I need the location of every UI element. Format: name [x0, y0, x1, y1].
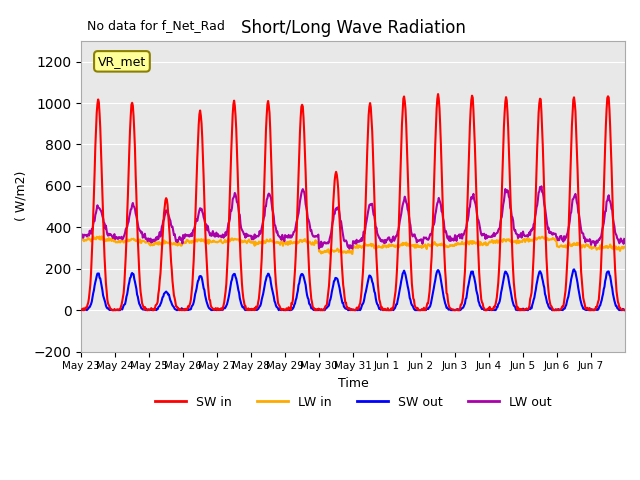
SW out	[440, 294, 447, 300]
LW in	[410, 242, 418, 248]
SW out	[620, 307, 628, 313]
SW out	[78, 307, 86, 313]
SW out	[269, 288, 276, 293]
LW in	[289, 240, 297, 246]
SW out	[241, 307, 249, 313]
Line: SW out: SW out	[81, 269, 624, 310]
Line: SW in: SW in	[81, 94, 624, 310]
SW in	[410, 296, 417, 301]
LW out	[268, 201, 275, 206]
Text: No data for f_Net_Rad: No data for f_Net_Rad	[86, 19, 225, 32]
SW in	[78, 307, 86, 313]
Line: LW out: LW out	[81, 186, 624, 249]
LW in	[269, 238, 276, 244]
Line: LW in: LW in	[81, 236, 624, 254]
SW in	[620, 307, 628, 313]
LW out	[289, 233, 296, 239]
LW out	[141, 231, 148, 237]
LW out	[538, 183, 545, 189]
SW in	[434, 91, 442, 97]
SW out	[410, 304, 417, 310]
SW in	[77, 307, 85, 312]
LW in	[349, 251, 356, 257]
SW out	[570, 266, 578, 272]
LW in	[141, 240, 149, 246]
LW in	[241, 239, 249, 244]
SW in	[440, 252, 448, 258]
SW in	[289, 297, 297, 302]
LW out	[440, 218, 447, 224]
LW out	[410, 233, 417, 239]
Y-axis label: ( W/m2): ( W/m2)	[15, 171, 28, 221]
SW in	[269, 192, 276, 198]
SW in	[141, 306, 149, 312]
LW out	[77, 232, 85, 238]
LW out	[241, 231, 248, 237]
LW out	[620, 236, 628, 242]
SW out	[289, 306, 297, 312]
X-axis label: Time: Time	[338, 377, 369, 390]
Title: Short/Long Wave Radiation: Short/Long Wave Radiation	[241, 19, 465, 36]
LW in	[440, 242, 448, 248]
LW in	[620, 244, 628, 250]
LW out	[346, 246, 353, 252]
LW in	[98, 233, 106, 239]
Text: VR_met: VR_met	[98, 55, 146, 68]
SW in	[241, 303, 249, 309]
LW in	[77, 237, 85, 242]
SW out	[141, 307, 149, 313]
SW out	[77, 307, 85, 313]
Legend: SW in, LW in, SW out, LW out: SW in, LW in, SW out, LW out	[150, 391, 556, 414]
